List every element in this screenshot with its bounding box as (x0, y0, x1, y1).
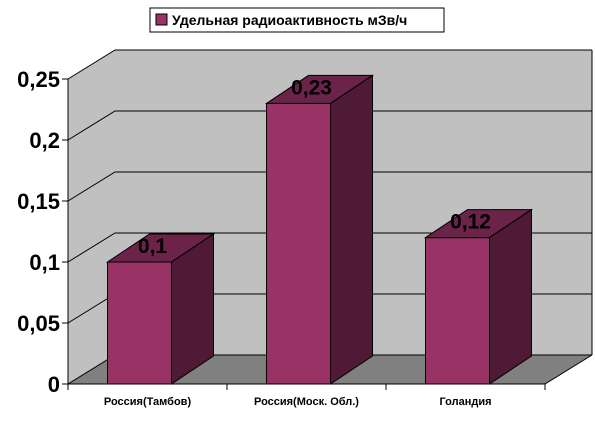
legend: Удельная радиоактивность мЗв/ч (149, 7, 445, 33)
bar-side (171, 233, 214, 385)
y-tick-label: 0 (48, 372, 60, 397)
data-label: 0,1 (138, 235, 168, 258)
bar-side (489, 208, 532, 385)
bar-side (330, 74, 373, 385)
data-label: 0,23 (291, 76, 332, 99)
bars (105, 74, 534, 385)
gridline (67, 49, 592, 80)
category-label: Россия(Тамбов) (104, 396, 192, 408)
data-labels: 0,1 0,23 0,12 (138, 76, 491, 258)
bar-front (425, 237, 490, 385)
y-tick-label: 0,25 (17, 67, 60, 92)
y-tick-label: 0,2 (29, 128, 60, 153)
bar (423, 208, 534, 385)
floor-edge (544, 354, 593, 385)
category-label: Голандия (439, 396, 491, 408)
category-labels: Россия(Тамбов) Россия(Моск. Обл.) Голандия (104, 396, 492, 408)
y-axis-ticks: 0 0,05 0,1 0,15 0,2 0,25 (17, 67, 68, 397)
data-label: 0,12 (450, 211, 491, 234)
bar (105, 233, 216, 385)
legend-label: Удельная радиоактивность мЗв/ч (172, 12, 407, 28)
y-tick-label: 0,1 (29, 250, 60, 275)
category-label: Россия(Моск. Обл.) (254, 396, 359, 408)
bar-front (266, 102, 331, 385)
legend-box (149, 7, 445, 33)
bar-front (107, 261, 172, 385)
gridline (67, 171, 592, 202)
side-wall (68, 50, 115, 384)
legend-swatch (155, 13, 168, 26)
y-tick-label: 0,15 (17, 189, 60, 214)
gridline (67, 110, 592, 141)
y-tick-label: 0,05 (17, 311, 60, 336)
bar (264, 74, 375, 385)
